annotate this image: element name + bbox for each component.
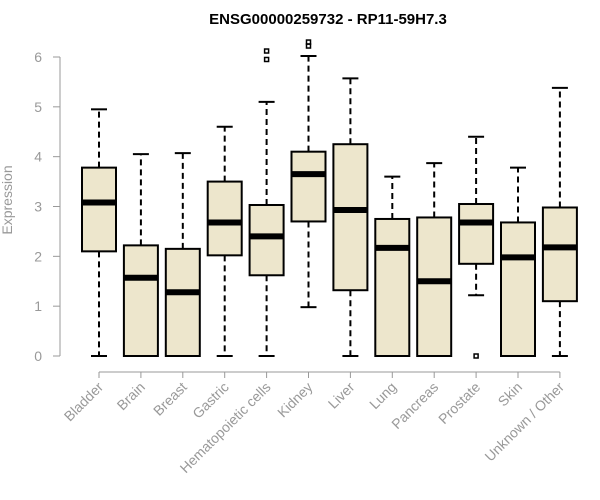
y-tick-label: 0 — [34, 348, 42, 364]
y-tick-label: 2 — [34, 248, 42, 264]
box-liver — [332, 77, 369, 357]
box-kidney — [290, 39, 327, 309]
y-tick-label: 4 — [34, 149, 42, 165]
y-tick-label: 5 — [34, 99, 42, 115]
outlier-point — [263, 48, 270, 54]
chart-title: ENSG00000259732 - RP11-59H7.3 — [209, 11, 447, 28]
box-iqr — [206, 180, 243, 257]
box-iqr — [122, 244, 159, 357]
outlier-point — [473, 353, 479, 359]
box-iqr — [290, 150, 327, 223]
outlier-point — [305, 39, 312, 45]
box-prostate — [458, 135, 495, 359]
box-lung — [374, 175, 411, 357]
x-tick-label: Prostate — [435, 379, 483, 427]
y-tick-label: 6 — [34, 49, 42, 65]
box-pancreas — [416, 162, 453, 357]
y-axis-label: Expression — [0, 165, 15, 234]
y-axis: 0 1 2 3 4 5 6 — [34, 49, 61, 364]
box-iqr — [164, 247, 201, 358]
box-skin — [500, 166, 536, 357]
box-unknown-other — [541, 86, 578, 357]
box-iqr — [541, 206, 578, 303]
box-breast — [164, 152, 201, 358]
x-tick-label: Pancreas — [388, 379, 441, 432]
y-tick-label: 3 — [34, 199, 42, 215]
box-iqr — [458, 203, 495, 265]
box-gastric — [206, 125, 243, 357]
x-tick-label: Skin — [495, 379, 526, 410]
box-series — [81, 39, 578, 359]
x-tick-label: Bladder — [61, 379, 107, 425]
x-tick-label: Brain — [114, 379, 148, 413]
box-iqr — [248, 204, 285, 277]
box-iqr — [332, 143, 369, 292]
box-brain — [122, 153, 159, 357]
x-tick-label: Liver — [325, 379, 358, 412]
box-bladder — [81, 108, 117, 357]
y-tick-label: 1 — [34, 298, 42, 314]
x-tick-label: Lung — [366, 379, 399, 412]
box-hematopoietic-cells — [248, 48, 285, 357]
box-iqr — [374, 217, 411, 357]
x-tick-label: Kidney — [274, 379, 316, 421]
x-tick-label: Unknown / Other — [481, 379, 567, 465]
box-iqr — [416, 216, 453, 357]
outlier-point — [263, 56, 270, 63]
box-iqr — [81, 166, 117, 253]
box-iqr — [500, 221, 536, 357]
x-tick-label: Breast — [150, 379, 190, 419]
